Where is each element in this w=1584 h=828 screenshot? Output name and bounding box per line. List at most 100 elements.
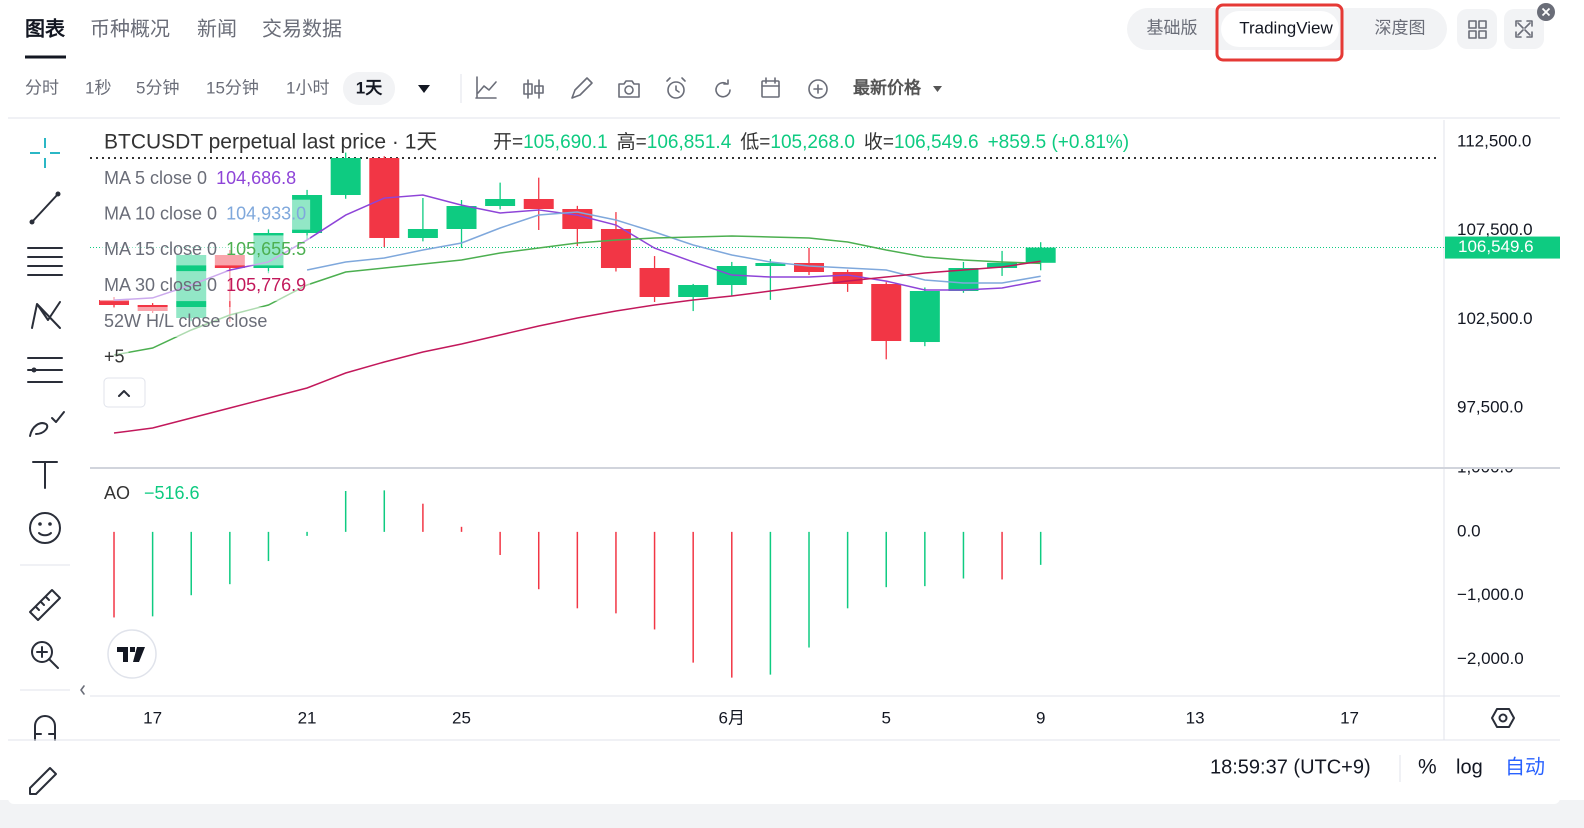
page-bottom [0,800,1584,828]
toolbar-icons-part[interactable] [715,79,731,98]
candle-body [1025,247,1056,263]
fullscreen-button-part[interactable] [1515,20,1533,38]
interval[interactable]: 1秒 [85,78,111,97]
ao-axis: 1,000.0 0.0 −1,000.0 −2,000.0 [1457,457,1524,668]
y-tick-label: 1,000.0 [1457,457,1514,476]
interval[interactable]: 5分钟 [136,78,179,97]
interval[interactable]: 15分钟 [206,78,259,97]
drawing-tools-part[interactable] [31,193,59,223]
price-type-dropdown[interactable] [933,86,942,92]
drawing-tools-part[interactable] [55,191,61,197]
candle-body [446,206,477,229]
legend-collapse[interactable] [103,377,146,408]
tab[interactable]: 币种概况 [90,17,170,40]
x-tick-label: 25 [452,708,471,727]
drawing-tools-part[interactable] [31,641,53,663]
ohlc-value: 105,690.1 [523,132,608,153]
drawing-tools-part[interactable] [29,512,61,544]
toolbar-icons-part[interactable] [666,77,686,93]
drawing-tools[interactable] [27,138,65,795]
x-tick-label: 17 [1340,708,1359,727]
toolbar-icons-part[interactable] [571,77,593,99]
layout-button-part[interactable] [1468,20,1477,29]
indicator-value: 104,933.0 [226,203,306,223]
interval[interactable]: 分时 [25,78,59,97]
view-tab[interactable]: 深度图 [1375,18,1426,37]
percent-toggle[interactable]: % [1418,756,1437,779]
indicator-value: 105,776.9 [226,275,306,295]
toolbar-icons-part[interactable] [761,80,780,98]
candle-body [794,263,825,272]
drawing-tools-part[interactable] [48,522,52,526]
view-tab[interactable]: TradingView [1239,18,1333,37]
close-button[interactable] [1537,3,1555,21]
drawing-tools-part[interactable] [27,247,63,276]
drawing-tools-part[interactable] [29,767,57,795]
legend-collapse-part[interactable] [118,390,130,397]
ohlc-value: 105,268.0 [770,132,855,153]
tab[interactable]: 交易数据 [262,17,342,40]
x-tick-label: 21 [298,708,317,727]
settings-button-part[interactable] [1491,708,1515,728]
layout-button-part[interactable] [1468,30,1477,39]
toolbar-icons-part[interactable] [618,80,640,98]
toolbar-icons[interactable] [475,76,828,99]
price-type[interactable]: 最新价格 [853,77,922,97]
drawing-tools-part[interactable] [36,646,59,669]
legend-extra: 52W H/L close close [104,311,267,331]
card-bottom [8,790,1560,804]
drawing-tools-part[interactable] [29,219,35,225]
interval-dropdown[interactable] [418,85,430,93]
interval[interactable]: 1天 [356,78,383,97]
ohlc-label: 低= [740,131,770,153]
drawing-tools-part[interactable] [29,589,61,621]
ao-value: −516.6 [144,483,200,503]
fullscreen-button[interactable] [1504,9,1544,49]
drawing-tools-part[interactable] [34,715,56,741]
toolbar-icons-part[interactable] [808,79,828,99]
toolbar-icons-part[interactable] [667,81,685,99]
drawing-tools-part[interactable] [32,461,58,489]
tab[interactable]: 新闻 [197,17,237,40]
toolbar-icons-part[interactable] [475,76,497,99]
legend-row-bg [100,271,311,302]
layout-button-part[interactable] [1478,20,1487,29]
drawing-tools-part[interactable] [29,411,65,437]
ohlc-label: 收= [864,131,894,153]
interval[interactable]: 1小时 [286,78,329,97]
x-tick-label: 9 [1036,708,1045,727]
y-tick-label: 107,500.0 [1457,220,1533,239]
layout-button-part[interactable] [1478,30,1487,39]
ohlc-value: 106,851.4 [647,132,732,153]
ohlc-label: 高= [617,131,647,153]
candle-body [832,271,863,284]
drawing-tools-part[interactable] [30,138,60,168]
candle-body [330,157,361,196]
layout-button-part[interactable] [1457,9,1497,49]
toolbar-icons-part[interactable] [761,77,780,87]
x-tick-label: 17 [143,708,162,727]
fullscreen-button-part[interactable] [1504,9,1544,49]
drawing-tools-part[interactable] [38,532,52,537]
view-tab[interactable]: 基础版 [1147,18,1198,37]
close-button-part[interactable] [1541,7,1551,17]
drawing-tools-part[interactable] [38,522,42,526]
tv-logo-part[interactable] [117,647,145,662]
drawing-tools-part[interactable] [31,367,37,373]
ao-title: AO [104,483,130,503]
tv-logo[interactable] [107,629,157,679]
tab[interactable]: 图表 [25,16,66,40]
settings-button[interactable] [1491,708,1515,728]
drawing-tools-part[interactable] [31,301,61,329]
collapse-arrow[interactable] [80,685,85,695]
legend-extra: +5 [104,346,125,366]
toolbar-icons-part[interactable] [523,79,544,99]
layout-button[interactable] [1457,9,1497,49]
tv-logo-part[interactable] [107,629,157,679]
settings-button-part[interactable] [1498,713,1508,723]
log-toggle[interactable]: log [1456,756,1483,778]
toolbar-icons-part[interactable] [813,84,823,94]
indicator-name: MA 10 close 0 [104,203,217,223]
auto-toggle[interactable]: 自动 [1505,755,1545,778]
toolbar-icons-part[interactable] [624,85,634,95]
